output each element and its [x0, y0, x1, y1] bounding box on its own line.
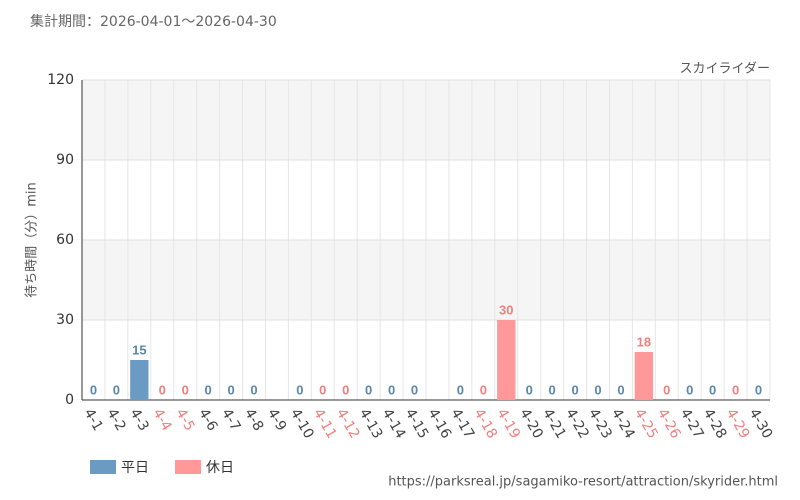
legend-label: 休日 [206, 460, 234, 476]
x-tick-label: 4-29 [723, 406, 753, 442]
source-url: https://parksreal.jp/sagamiko-resort/att… [388, 475, 778, 490]
x-tick-label: 4-27 [677, 406, 707, 442]
legend-swatch [175, 460, 201, 474]
legend-swatch [90, 460, 116, 474]
x-tick-label: 4-21 [539, 406, 569, 442]
x-tick-label: 4-24 [608, 406, 638, 442]
x-tick-label: 4-10 [287, 406, 317, 442]
value-label: 0 [663, 382, 670, 397]
value-label: 0 [365, 382, 372, 397]
value-label: 0 [709, 382, 716, 397]
value-label: 0 [571, 382, 578, 397]
value-label: 0 [526, 382, 533, 397]
x-tick-label: 4-16 [425, 406, 455, 442]
value-label: 30 [499, 302, 513, 317]
value-label: 0 [755, 382, 762, 397]
y-tick-label: 120 [47, 72, 74, 88]
x-tick-label: 4-18 [470, 406, 500, 442]
x-tick-label: 4-15 [402, 406, 432, 442]
value-label: 0 [617, 382, 624, 397]
period-header: 集計期間：2026-04-01～2026-04-30 [30, 13, 277, 30]
value-label: 0 [388, 382, 395, 397]
value-label: 0 [549, 382, 556, 397]
x-tick-label: 4-8 [241, 406, 266, 434]
bar [130, 360, 149, 400]
value-label: 0 [296, 382, 303, 397]
y-tick-label: 60 [56, 232, 74, 248]
value-label: 0 [686, 382, 693, 397]
x-tick-label: 4-13 [356, 406, 386, 442]
x-tick-label: 4-17 [447, 406, 477, 442]
value-label: 18 [637, 334, 651, 349]
x-tick-label: 4-9 [264, 406, 289, 434]
x-tick-label: 4-3 [126, 406, 151, 434]
x-tick-label: 4-25 [631, 406, 661, 442]
value-label: 0 [319, 382, 326, 397]
legend-label: 平日 [121, 460, 149, 476]
x-tick-label: 4-6 [195, 406, 220, 434]
y-axis-label: 待ち時間（分）min [25, 182, 40, 298]
value-label: 0 [594, 382, 601, 397]
x-tick-label: 4-28 [700, 406, 730, 442]
value-label: 0 [159, 382, 166, 397]
x-tick-label: 4-7 [218, 406, 243, 434]
value-label: 0 [90, 382, 97, 397]
y-tick-label: 30 [56, 312, 74, 328]
value-label: 0 [227, 382, 234, 397]
x-tick-label: 4-22 [562, 406, 592, 442]
value-label: 15 [132, 342, 146, 357]
value-label: 0 [342, 382, 349, 397]
x-tick-label: 4-2 [103, 406, 128, 434]
bar [634, 352, 654, 400]
value-label: 0 [480, 382, 487, 397]
value-label: 0 [732, 382, 739, 397]
value-label: 0 [205, 382, 212, 397]
x-tick-label: 4-19 [493, 406, 523, 442]
value-label: 0 [457, 382, 464, 397]
bar [497, 320, 516, 400]
value-label: 0 [182, 382, 189, 397]
x-tick-label: 4-11 [310, 406, 340, 442]
x-tick-label: 4-5 [172, 406, 197, 434]
x-tick-label: 4-26 [654, 406, 684, 442]
value-label: 0 [113, 382, 120, 397]
y-tick-label: 0 [65, 392, 74, 408]
x-tick-label: 4-23 [585, 406, 615, 442]
x-tick-label: 4-12 [333, 406, 363, 442]
x-tick-label: 4-20 [516, 406, 546, 442]
x-tick-label: 4-30 [746, 406, 776, 442]
value-label: 0 [411, 382, 418, 397]
y-tick-label: 90 [56, 152, 74, 168]
value-label: 0 [250, 382, 257, 397]
x-tick-label: 4-4 [149, 406, 174, 434]
chart-subtitle: スカイライダー [680, 62, 770, 77]
x-tick-label: 4-14 [379, 406, 409, 442]
x-tick-label: 4-1 [81, 406, 106, 434]
